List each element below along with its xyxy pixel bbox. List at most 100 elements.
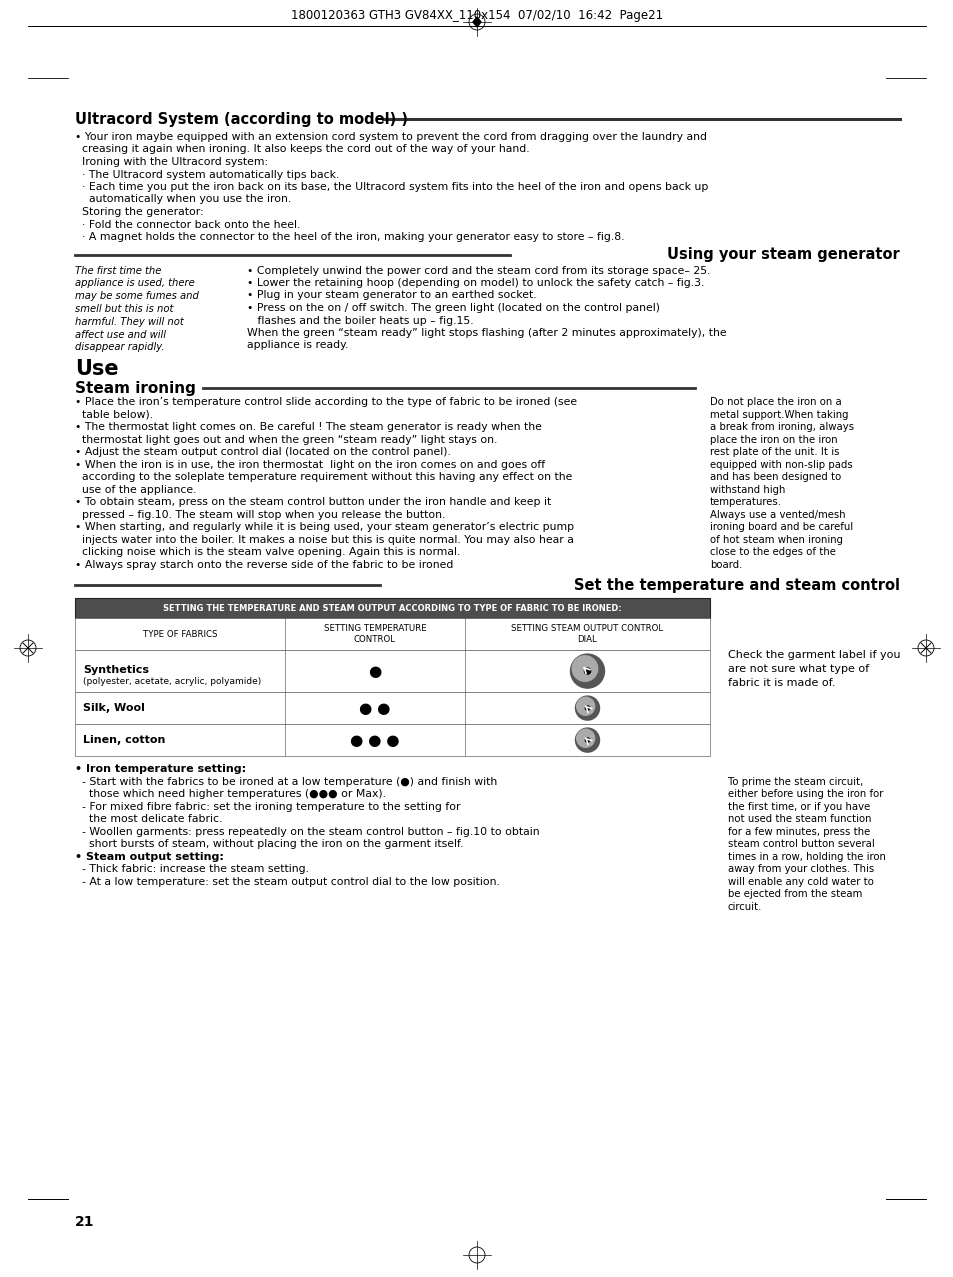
Text: ironing board and be careful: ironing board and be careful: [709, 522, 852, 533]
Text: pressed – fig.10. The steam will stop when you release the button.: pressed – fig.10. The steam will stop wh…: [75, 510, 445, 520]
Text: ● ●: ● ●: [359, 701, 391, 715]
Text: not used the steam function: not used the steam function: [727, 815, 871, 824]
Text: • Adjust the steam output control dial (located on the control panel).: • Adjust the steam output control dial (…: [75, 447, 451, 457]
Text: • The thermostat light comes on. Be careful ! The steam generator is ready when : • The thermostat light comes on. Be care…: [75, 423, 541, 432]
Text: harmful. They will not: harmful. They will not: [75, 317, 184, 327]
Text: 21: 21: [75, 1214, 94, 1228]
Text: place the iron on the iron: place the iron on the iron: [709, 434, 837, 444]
Text: circuit.: circuit.: [727, 902, 761, 912]
Text: Synthetics: Synthetics: [83, 665, 149, 676]
Text: be ejected from the steam: be ejected from the steam: [727, 889, 862, 899]
Text: • Iron temperature setting:: • Iron temperature setting:: [75, 764, 246, 774]
Text: of hot steam when ironing: of hot steam when ironing: [709, 535, 842, 544]
Text: • Press on the on / off switch. The green light (located on the control panel): • Press on the on / off switch. The gree…: [247, 303, 659, 313]
Text: 1800120363 GTH3 GV84XX_110x154  07/02/10  16:42  Page21: 1800120363 GTH3 GV84XX_110x154 07/02/10 …: [291, 9, 662, 23]
Text: disappear rapidly.: disappear rapidly.: [75, 342, 164, 352]
Text: Linen, cotton: Linen, cotton: [83, 736, 165, 744]
Text: Silk, Wool: Silk, Wool: [83, 704, 145, 713]
Text: When the green “steam ready” light stops flashing (after 2 minutes approximately: When the green “steam ready” light stops…: [247, 328, 726, 338]
Text: Steam ironing: Steam ironing: [75, 381, 195, 396]
Text: according to the soleplate temperature requirement without this having any effec: according to the soleplate temperature r…: [75, 472, 572, 483]
Text: • Completely unwind the power cord and the steam cord from its storage space– 25: • Completely unwind the power cord and t…: [247, 266, 710, 276]
Text: · Fold the connector back onto the heel.: · Fold the connector back onto the heel.: [75, 220, 300, 230]
Text: close to the edges of the: close to the edges of the: [709, 547, 835, 557]
Text: appliance is ready.: appliance is ready.: [247, 341, 348, 350]
Text: • Plug in your steam generator to an earthed socket.: • Plug in your steam generator to an ear…: [247, 290, 536, 300]
Text: the most delicate fabric.: the most delicate fabric.: [75, 815, 222, 824]
Text: - Thick fabric: increase the steam setting.: - Thick fabric: increase the steam setti…: [75, 865, 309, 873]
Bar: [75, 618, 709, 650]
Bar: [75, 692, 709, 724]
Bar: [75, 724, 709, 756]
Text: • Always spray starch onto the reverse side of the fabric to be ironed: • Always spray starch onto the reverse s…: [75, 559, 453, 570]
Circle shape: [577, 697, 594, 715]
Text: affect use and will: affect use and will: [75, 329, 166, 340]
Text: • When the iron is in use, the iron thermostat  light on the iron comes on and g: • When the iron is in use, the iron ther…: [75, 460, 544, 470]
Text: • Your iron maybe equipped with an extension cord system to prevent the cord fro: • Your iron maybe equipped with an exten…: [75, 132, 706, 142]
Text: automatically when you use the iron.: automatically when you use the iron.: [75, 194, 291, 204]
Text: Storing the generator:: Storing the generator:: [75, 207, 203, 217]
Text: short bursts of steam, without placing the iron on the garment itself.: short bursts of steam, without placing t…: [75, 839, 463, 849]
Text: (polyester, acetate, acrylic, polyamide): (polyester, acetate, acrylic, polyamide): [83, 677, 261, 686]
Text: SETTING TEMPERATURE
CONTROL: SETTING TEMPERATURE CONTROL: [323, 624, 426, 644]
Text: Check the garment label if you: Check the garment label if you: [727, 650, 900, 660]
Text: withstand high: withstand high: [709, 484, 784, 494]
Text: • Steam output setting:: • Steam output setting:: [75, 852, 224, 862]
Text: - For mixed fibre fabric: set the ironing temperature to the setting for: - For mixed fibre fabric: set the ironin…: [75, 802, 460, 812]
Text: for a few minutes, press the: for a few minutes, press the: [727, 826, 869, 836]
Text: are not sure what type of: are not sure what type of: [727, 664, 868, 674]
Text: temperatures.: temperatures.: [709, 497, 781, 507]
Text: injects water into the boiler. It makes a noise but this is quite normal. You ma: injects water into the boiler. It makes …: [75, 535, 574, 544]
Text: may be some fumes and: may be some fumes and: [75, 291, 198, 301]
Circle shape: [570, 654, 604, 688]
Text: Set the temperature and steam control: Set the temperature and steam control: [574, 578, 899, 593]
Text: · The Ultracord system automatically tips back.: · The Ultracord system automatically tip…: [75, 170, 339, 180]
Text: • Lower the retaining hoop (depending on model) to unlock the safety catch – fig: • Lower the retaining hoop (depending on…: [247, 278, 703, 289]
Text: away from your clothes. This: away from your clothes. This: [727, 865, 873, 873]
Text: - At a low temperature: set the steam output control dial to the low position.: - At a low temperature: set the steam ou…: [75, 876, 499, 886]
Text: equipped with non-slip pads: equipped with non-slip pads: [709, 460, 852, 470]
Circle shape: [577, 729, 594, 747]
Text: flashes and the boiler heats up – fig.15.: flashes and the boiler heats up – fig.15…: [247, 315, 473, 326]
Text: steam control button several: steam control button several: [727, 839, 874, 849]
Bar: [75, 598, 709, 618]
Text: - Start with the fabrics to be ironed at a low temperature (●) and finish with: - Start with the fabrics to be ironed at…: [75, 776, 497, 787]
Circle shape: [572, 656, 598, 682]
Text: Ironing with the Ultracord system:: Ironing with the Ultracord system:: [75, 157, 268, 167]
Text: - Woollen garments: press repeatedly on the steam control button – fig.10 to obt: - Woollen garments: press repeatedly on …: [75, 826, 539, 836]
Text: appliance is used, there: appliance is used, there: [75, 278, 194, 289]
Text: a break from ironing, always: a break from ironing, always: [709, 423, 853, 432]
Text: smell but this is not: smell but this is not: [75, 304, 173, 314]
Text: will enable any cold water to: will enable any cold water to: [727, 876, 873, 886]
Circle shape: [575, 696, 598, 720]
Text: and has been designed to: and has been designed to: [709, 472, 841, 483]
Text: Ultracord System (according to model) ): Ultracord System (according to model) ): [75, 112, 408, 126]
Text: Always use a vented/mesh: Always use a vented/mesh: [709, 510, 844, 520]
Text: The first time the: The first time the: [75, 266, 161, 276]
Bar: [75, 650, 709, 692]
Text: ●: ●: [368, 664, 381, 678]
Text: · A magnet holds the connector to the heel of the iron, making your generator ea: · A magnet holds the connector to the he…: [75, 232, 624, 243]
Text: rest plate of the unit. It is: rest plate of the unit. It is: [709, 447, 839, 457]
Text: thermostat light goes out and when the green “steam ready” light stays on.: thermostat light goes out and when the g…: [75, 434, 497, 444]
Circle shape: [575, 728, 598, 752]
Text: either before using the iron for: either before using the iron for: [727, 789, 882, 799]
Text: ● ● ●: ● ● ●: [350, 733, 399, 747]
Text: • Place the iron’s temperature control slide according to the type of fabric to : • Place the iron’s temperature control s…: [75, 397, 577, 407]
Text: times in a row, holding the iron: times in a row, holding the iron: [727, 852, 885, 862]
Text: board.: board.: [709, 559, 741, 570]
Polygon shape: [473, 17, 480, 27]
Text: fabric it is made of.: fabric it is made of.: [727, 678, 835, 688]
Text: Do not place the iron on a: Do not place the iron on a: [709, 397, 841, 407]
Text: SETTING STEAM OUTPUT CONTROL
DIAL: SETTING STEAM OUTPUT CONTROL DIAL: [511, 624, 663, 644]
Circle shape: [584, 668, 590, 674]
Circle shape: [585, 706, 589, 710]
Text: creasing it again when ironing. It also keeps the cord out of the way of your ha: creasing it again when ironing. It also …: [75, 144, 529, 155]
Text: Using your steam generator: Using your steam generator: [666, 248, 899, 263]
Text: metal support.When taking: metal support.When taking: [709, 410, 847, 420]
Text: SETTING THE TEMPERATURE AND STEAM OUTPUT ACCORDING TO TYPE OF FABRIC TO BE IRONE: SETTING THE TEMPERATURE AND STEAM OUTPUT…: [163, 604, 621, 613]
Text: • When starting, and regularly while it is being used, your steam generator’s el: • When starting, and regularly while it …: [75, 522, 574, 533]
Circle shape: [585, 738, 589, 742]
Text: use of the appliance.: use of the appliance.: [75, 484, 196, 494]
Text: TYPE OF FABRICS: TYPE OF FABRICS: [143, 630, 217, 638]
